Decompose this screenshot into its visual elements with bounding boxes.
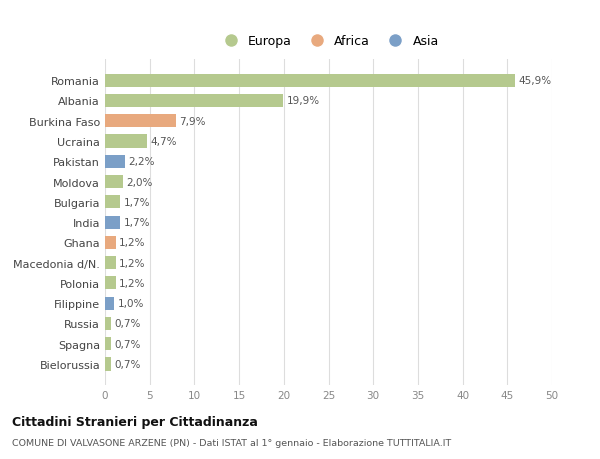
Text: 7,9%: 7,9% xyxy=(179,117,206,127)
Text: 1,2%: 1,2% xyxy=(119,278,146,288)
Bar xyxy=(105,317,111,330)
Legend: Europa, Africa, Asia: Europa, Africa, Asia xyxy=(213,30,444,53)
Bar xyxy=(105,176,123,189)
Text: 1,2%: 1,2% xyxy=(119,238,146,248)
Text: 4,7%: 4,7% xyxy=(151,137,177,147)
Text: 2,0%: 2,0% xyxy=(127,177,153,187)
Text: 0,7%: 0,7% xyxy=(115,319,141,329)
Bar xyxy=(105,135,147,148)
Text: 45,9%: 45,9% xyxy=(519,76,552,86)
Bar xyxy=(105,95,283,108)
Text: 1,2%: 1,2% xyxy=(119,258,146,268)
Text: 0,7%: 0,7% xyxy=(115,339,141,349)
Text: 1,7%: 1,7% xyxy=(124,197,150,207)
Bar xyxy=(105,358,111,371)
Text: 1,0%: 1,0% xyxy=(118,298,144,308)
Text: COMUNE DI VALVASONE ARZENE (PN) - Dati ISTAT al 1° gennaio - Elaborazione TUTTIT: COMUNE DI VALVASONE ARZENE (PN) - Dati I… xyxy=(12,438,451,448)
Text: 0,7%: 0,7% xyxy=(115,359,141,369)
Bar xyxy=(105,257,116,269)
Bar xyxy=(105,196,120,209)
Bar xyxy=(105,277,116,290)
Text: 2,2%: 2,2% xyxy=(128,157,155,167)
Text: 19,9%: 19,9% xyxy=(286,96,320,106)
Bar xyxy=(105,236,116,249)
Text: Cittadini Stranieri per Cittadinanza: Cittadini Stranieri per Cittadinanza xyxy=(12,415,258,428)
Bar xyxy=(105,216,120,229)
Bar xyxy=(105,74,515,88)
Text: 1,7%: 1,7% xyxy=(124,218,150,228)
Bar xyxy=(105,115,176,128)
Bar xyxy=(105,297,114,310)
Bar xyxy=(105,337,111,351)
Bar xyxy=(105,156,125,168)
